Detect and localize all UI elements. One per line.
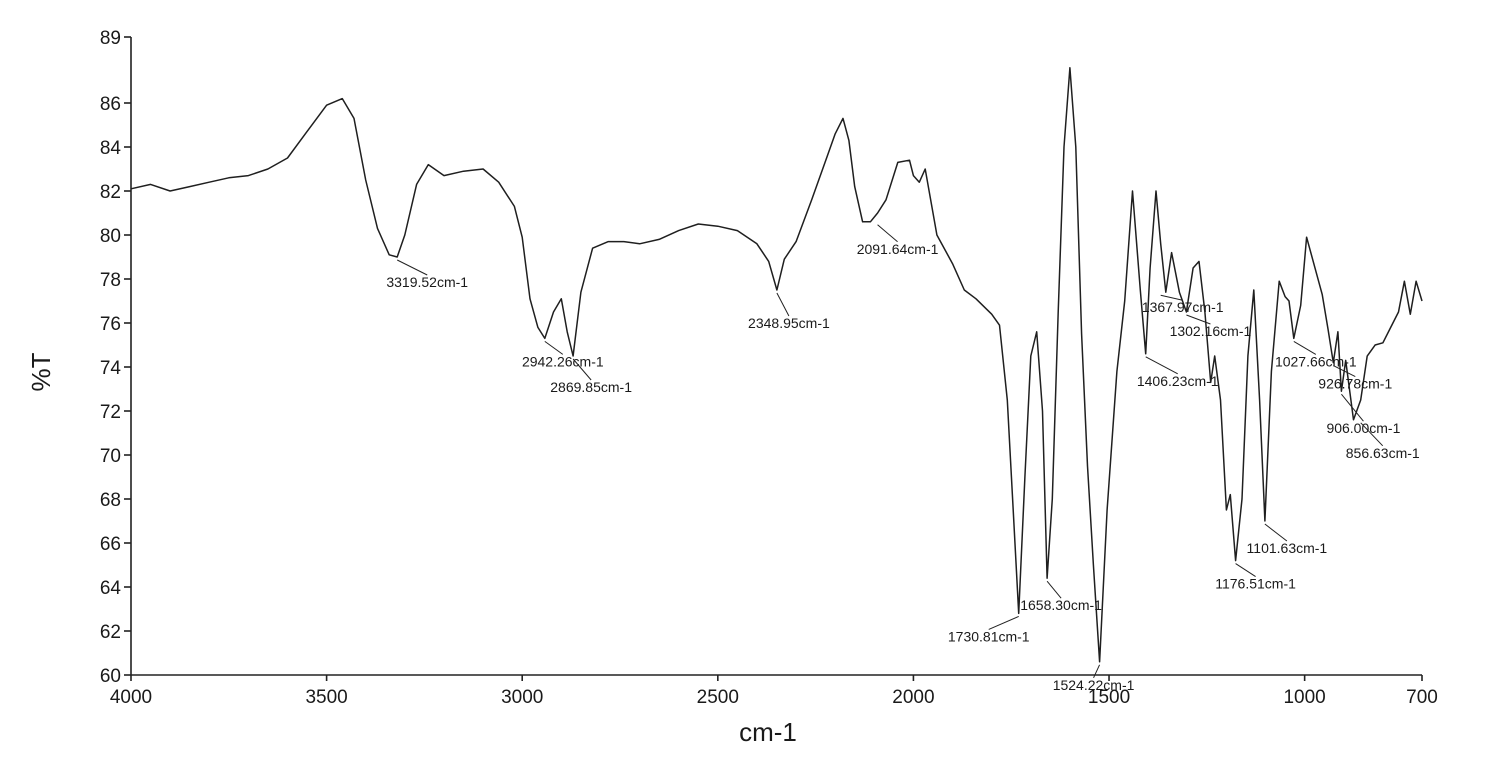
peak-leader-line (1333, 365, 1356, 378)
y-tick-label: 82 (100, 182, 121, 203)
peak-label: 906.00cm-1 (1326, 420, 1400, 436)
x-axis-title: cm-1 (739, 717, 797, 747)
peak-label: 926.78cm-1 (1318, 376, 1392, 392)
peak-leader-line (544, 340, 564, 355)
peak-label: 2091.64cm-1 (857, 241, 939, 257)
peak-leader-line (1293, 340, 1317, 355)
peak-label: 2869.85cm-1 (550, 379, 632, 395)
y-tick-label: 76 (100, 314, 121, 335)
peak-label: 2348.95cm-1 (748, 315, 830, 331)
peak-leader-line (988, 615, 1019, 630)
peak-leader-line (1235, 563, 1256, 578)
peak-label: 1406.23cm-1 (1137, 373, 1219, 389)
peak-label: 1101.63cm-1 (1247, 540, 1328, 556)
peak-leader-line (877, 224, 898, 243)
y-tick-label: 84 (100, 138, 122, 159)
x-tick-label: 3500 (305, 687, 347, 708)
y-tick-label: 78 (100, 270, 121, 291)
peak-label: 1027.66cm-1 (1275, 353, 1357, 369)
y-tick-label: 86 (100, 94, 121, 115)
y-tick-label: 70 (100, 446, 121, 467)
peak-label: 856.63cm-1 (1346, 445, 1420, 461)
peak-leader-line (1186, 314, 1211, 325)
plot-area: 60 62 64 66 68 70 72 74 76 78 80 82 84 86 89 4000 3500 3… (100, 28, 1438, 708)
peak-label: 3319.52cm-1 (386, 274, 468, 290)
peak-leader-line (1160, 294, 1183, 301)
x-tick-label: 1500 (1088, 687, 1130, 708)
peak-leader-line (396, 259, 428, 276)
peak-leader-line (1341, 393, 1364, 422)
y-axis-title: %T (26, 352, 56, 391)
y-tick-label: 80 (100, 226, 121, 247)
peak-label: 1658.30cm-1 (1020, 597, 1102, 613)
peak-label: 1524.22cm-1 (1053, 677, 1135, 693)
peak-label: 1176.51cm-1 (1215, 576, 1296, 592)
x-tick-label: 2500 (697, 687, 739, 708)
peak-leader-line (776, 292, 790, 317)
y-tick-label: 74 (100, 358, 122, 379)
x-tick-label: 1000 (1283, 687, 1325, 708)
y-axis-ticks: 60 62 64 66 68 70 72 74 76 78 80 82 84 86 89 (100, 28, 131, 687)
peak-annotations: 3319.52cm-1 2942.26cm-1 2869.85cm-1 2348.95… (386, 224, 1420, 693)
peak-leader-line (1264, 523, 1288, 542)
spectrum-series-line (130, 67, 1423, 663)
x-tick-label: 2000 (892, 687, 934, 708)
x-tick-label: 4000 (110, 687, 152, 708)
y-tick-label: 72 (100, 402, 121, 423)
peak-label: 2942.26cm-1 (522, 353, 604, 369)
x-axis-ticks: 4000 3500 3000 2500 2000 1500 1000 700 (110, 675, 1438, 708)
y-tick-label: 60 (100, 666, 121, 687)
peak-label: 1302.16cm-1 (1170, 323, 1252, 339)
peak-label: 1367.97cm-1 (1142, 299, 1224, 315)
peak-leader-line (1046, 580, 1062, 599)
peak-leader-line (1360, 422, 1384, 447)
y-tick-label: 62 (100, 622, 121, 643)
y-tick-label: 68 (100, 490, 121, 511)
y-tick-label: 89 (100, 28, 121, 49)
x-tick-label: 3000 (501, 687, 543, 708)
peak-leader-line (572, 358, 592, 381)
y-tick-label: 64 (100, 578, 122, 599)
x-tick-label: 700 (1406, 687, 1438, 708)
peak-label: 1730.81cm-1 (948, 628, 1030, 644)
peak-leader-line (1093, 664, 1101, 679)
peak-leader-line (1145, 356, 1178, 375)
y-tick-label: 66 (100, 534, 121, 555)
